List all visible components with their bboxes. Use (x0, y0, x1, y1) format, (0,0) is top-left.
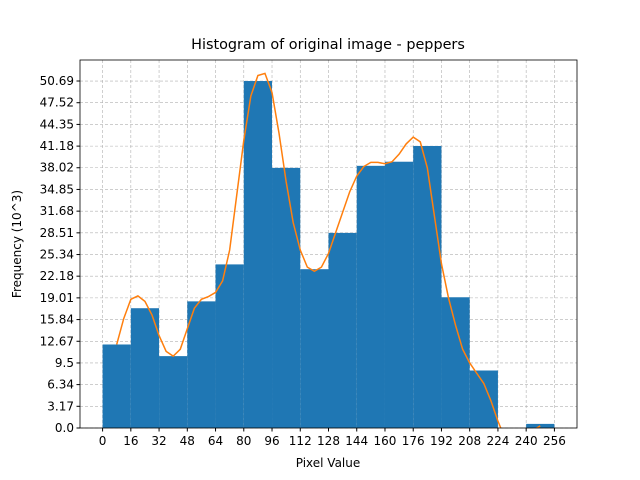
histogram-bar (469, 370, 498, 428)
x-tick-label: 64 (208, 434, 223, 448)
y-tick-label: 22.18 (40, 269, 74, 283)
x-axis-label: Pixel Value (296, 456, 361, 470)
x-tick-label: 240 (515, 434, 538, 448)
histogram-bar (159, 356, 188, 428)
x-tick-label: 256 (543, 434, 566, 448)
y-tick-label: 6.34 (47, 378, 74, 392)
y-tick-label: 41.18 (40, 139, 74, 153)
x-tick-label: 80 (236, 434, 251, 448)
y-tick-label: 25.34 (40, 248, 74, 262)
histogram-bar (215, 264, 244, 428)
histogram-bar (187, 301, 216, 428)
histogram-bar (328, 232, 357, 428)
x-tick-label: 128 (317, 434, 340, 448)
y-tick-label: 15.84 (40, 313, 74, 327)
histogram-bar (526, 423, 555, 428)
x-tick-label: 48 (180, 434, 195, 448)
y-tick-label: 44.35 (40, 117, 74, 131)
density-line (115, 72, 541, 428)
x-tick-label: 176 (402, 434, 425, 448)
histogram-bar (384, 161, 414, 428)
histogram-bar (441, 297, 470, 428)
y-tick-label: 50.69 (40, 74, 74, 88)
histogram-bar (130, 308, 160, 428)
histogram-bar (413, 145, 442, 428)
y-tick-label: 38.02 (40, 161, 74, 175)
histogram-bar (243, 81, 273, 428)
y-tick-label: 47.52 (40, 96, 74, 110)
x-tick-label: 0 (99, 434, 107, 448)
x-tick-label: 160 (374, 434, 397, 448)
y-tick-label: 3.17 (47, 399, 74, 413)
histogram-bar (300, 269, 329, 428)
x-tick-label: 224 (486, 434, 509, 448)
y-tick-label: 0.0 (55, 421, 74, 435)
y-tick-label: 28.51 (40, 226, 74, 240)
chart-title: Histogram of original image - peppers (191, 37, 465, 53)
y-tick-label: 19.01 (40, 291, 74, 305)
x-tick-label: 208 (458, 434, 481, 448)
histogram-bar (102, 344, 131, 428)
x-tick-label: 144 (345, 434, 368, 448)
histogram-bar (356, 165, 385, 428)
y-tick-label: 34.85 (40, 182, 74, 196)
x-tick-label: 16 (123, 434, 138, 448)
x-tick-label: 192 (430, 434, 453, 448)
y-axis-label: Frequency (10^3) (10, 190, 24, 298)
y-tick-label: 9.5 (55, 356, 74, 370)
y-tick-label: 31.68 (40, 204, 74, 218)
y-tick-label: 12.67 (40, 334, 74, 348)
x-tick-label: 32 (151, 434, 166, 448)
x-tick-label: 112 (289, 434, 312, 448)
histogram-bar (272, 167, 301, 428)
x-tick-label: 96 (264, 434, 279, 448)
